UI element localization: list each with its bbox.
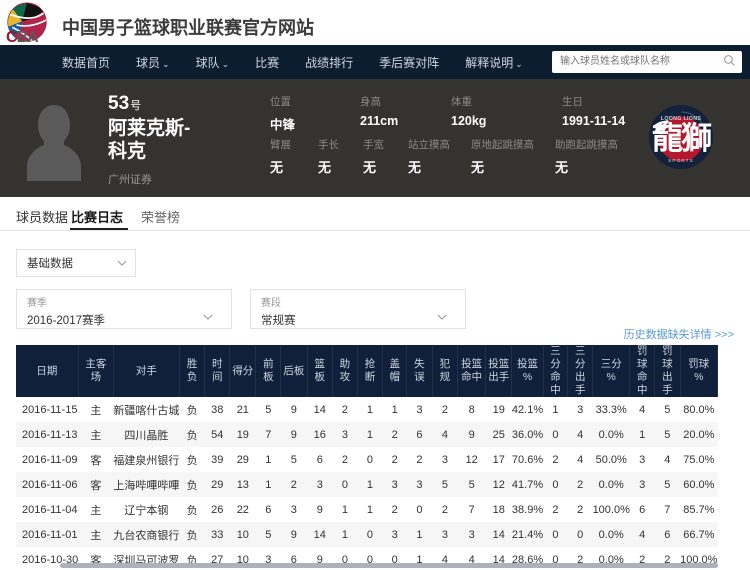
svg-text:SPORTS: SPORTS xyxy=(668,158,694,164)
